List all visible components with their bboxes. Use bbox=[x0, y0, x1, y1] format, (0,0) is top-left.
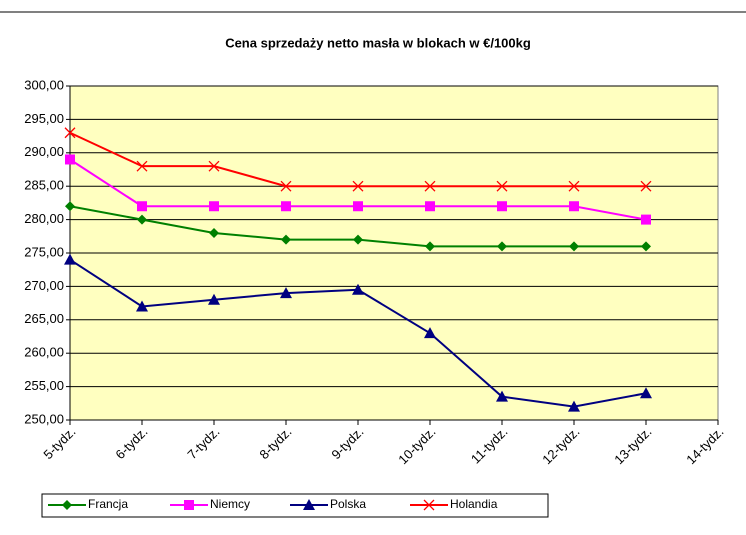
x-tick-label: 12-tydz. bbox=[539, 424, 582, 467]
marker bbox=[65, 201, 75, 212]
marker bbox=[353, 201, 363, 212]
marker bbox=[425, 201, 435, 212]
marker bbox=[497, 201, 507, 212]
marker bbox=[641, 214, 651, 225]
marker bbox=[209, 227, 219, 238]
x-tick-label: 10-tydz. bbox=[395, 424, 438, 467]
marker bbox=[353, 234, 363, 245]
marker bbox=[568, 400, 580, 412]
marker bbox=[137, 214, 147, 225]
y-tick-label: 275,00 bbox=[24, 244, 64, 259]
y-tick-label: 295,00 bbox=[24, 111, 64, 126]
marker bbox=[496, 180, 508, 192]
marker bbox=[208, 293, 220, 305]
marker bbox=[424, 327, 436, 339]
marker bbox=[281, 234, 291, 245]
marker bbox=[641, 241, 651, 252]
marker bbox=[568, 180, 580, 192]
legend-label: Holandia bbox=[450, 497, 498, 511]
legend-marker bbox=[184, 500, 194, 510]
marker bbox=[352, 283, 364, 295]
legend-label: Polska bbox=[330, 497, 366, 511]
marker bbox=[64, 127, 76, 139]
marker bbox=[64, 253, 76, 265]
marker bbox=[209, 201, 219, 212]
y-tick-label: 285,00 bbox=[24, 178, 64, 193]
x-tick-label: 11-tydz. bbox=[468, 424, 511, 467]
marker bbox=[280, 287, 292, 299]
marker bbox=[208, 160, 220, 172]
y-tick-label: 300,00 bbox=[24, 77, 64, 92]
marker bbox=[137, 201, 147, 212]
x-tick-label: 7-tydz. bbox=[184, 424, 222, 462]
marker bbox=[65, 154, 75, 165]
marker bbox=[424, 180, 436, 192]
marker bbox=[425, 241, 435, 252]
marker bbox=[136, 160, 148, 172]
x-tick-label: 5-tydz. bbox=[40, 424, 78, 462]
y-tick-label: 260,00 bbox=[24, 345, 64, 360]
y-tick-label: 255,00 bbox=[24, 378, 64, 393]
marker bbox=[496, 390, 508, 402]
marker bbox=[640, 180, 652, 192]
y-tick-label: 290,00 bbox=[24, 144, 64, 159]
y-tick-label: 270,00 bbox=[24, 278, 64, 293]
x-tick-label: 6-tydz. bbox=[112, 424, 150, 462]
legend-marker bbox=[423, 499, 435, 511]
y-tick-label: 250,00 bbox=[24, 411, 64, 426]
x-tick-label: 14-tydz. bbox=[683, 424, 726, 467]
marker bbox=[640, 387, 652, 399]
legend-label: Francja bbox=[88, 497, 128, 511]
marker bbox=[569, 201, 579, 212]
marker bbox=[352, 180, 364, 192]
marker bbox=[569, 241, 579, 252]
legend-marker bbox=[303, 499, 315, 510]
chart-title: Cena sprzedaży netto masła w blokach w €… bbox=[225, 35, 531, 50]
legend-marker bbox=[62, 500, 72, 510]
x-tick-label: 9-tydz. bbox=[328, 424, 366, 462]
x-tick-label: 8-tydz. bbox=[256, 424, 294, 462]
marker bbox=[136, 300, 148, 312]
y-tick-label: 265,00 bbox=[24, 311, 64, 326]
marker bbox=[497, 241, 507, 252]
y-tick-label: 280,00 bbox=[24, 211, 64, 226]
legend-label: Niemcy bbox=[210, 497, 250, 511]
marker bbox=[281, 201, 291, 212]
x-tick-label: 13-tydz. bbox=[611, 424, 654, 467]
marker bbox=[280, 180, 292, 192]
